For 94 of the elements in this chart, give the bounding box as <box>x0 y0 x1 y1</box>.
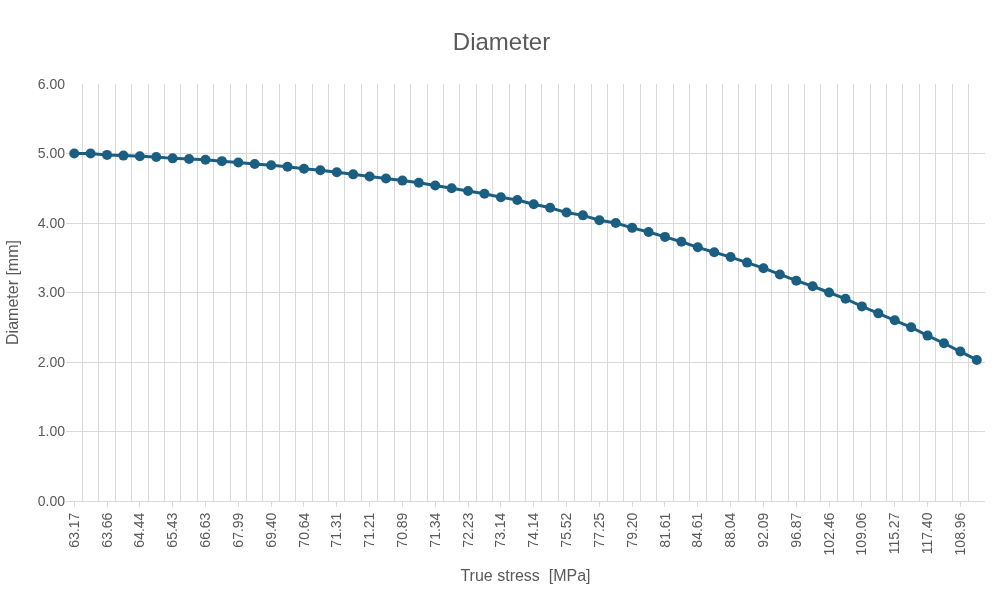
x-tick-label: 71.31 <box>328 512 345 548</box>
x-tick-label: 70.64 <box>295 512 312 548</box>
point <box>463 186 474 197</box>
x-tick-label: 92.09 <box>755 512 772 548</box>
point <box>184 154 195 165</box>
point <box>840 293 851 304</box>
point <box>577 210 588 221</box>
point <box>430 180 441 191</box>
point <box>331 167 342 178</box>
point <box>266 160 277 171</box>
x-tick-label: 96.87 <box>787 512 804 548</box>
point <box>102 149 113 160</box>
x-tick-label: 63.17 <box>65 512 82 548</box>
point <box>807 281 818 292</box>
point <box>774 269 785 280</box>
point <box>528 199 539 210</box>
point <box>397 175 408 186</box>
point <box>643 227 654 238</box>
x-tick-label: 77.25 <box>590 512 607 548</box>
y-axis-title: Diameter [mm] <box>3 240 21 345</box>
point <box>364 171 375 182</box>
x-tick-label: 64.44 <box>131 512 148 548</box>
point <box>348 169 359 180</box>
x-tick-label: 70.89 <box>393 512 410 548</box>
point <box>479 188 490 199</box>
x-tick-label: 102.46 <box>820 512 837 556</box>
point <box>381 173 392 184</box>
x-tick-label: 88.04 <box>722 512 739 548</box>
x-tick-label: 115.27 <box>886 512 903 555</box>
point <box>413 177 424 188</box>
point <box>561 207 572 218</box>
point <box>955 346 966 357</box>
point <box>610 218 621 228</box>
x-axis-title: True stress [MPa] <box>460 567 591 585</box>
x-tick-label: 66.63 <box>197 512 214 548</box>
point <box>495 192 506 203</box>
y-tick-label: 4.00 <box>37 214 66 231</box>
point <box>315 165 326 176</box>
point <box>167 153 178 164</box>
x-tick-label: 67.99 <box>229 512 246 548</box>
x-tick-label: 81.61 <box>656 512 673 548</box>
point <box>151 151 162 162</box>
x-tick-label: 84.61 <box>689 512 706 548</box>
x-tick-label: 71.21 <box>361 512 378 548</box>
point <box>791 275 802 286</box>
point <box>545 202 556 213</box>
point <box>758 263 769 274</box>
x-tick-label: 69.40 <box>262 512 279 548</box>
point <box>873 308 884 319</box>
point <box>971 354 982 365</box>
y-tick-label: 2.00 <box>37 353 66 370</box>
point <box>446 183 457 194</box>
x-tick-label: 72.23 <box>459 512 476 548</box>
point <box>676 236 687 247</box>
x-tick-label: 71.34 <box>426 512 443 548</box>
point <box>282 161 293 172</box>
y-tick-label: 0.00 <box>37 492 66 509</box>
point <box>692 242 703 253</box>
x-tick-label: 79.20 <box>623 512 640 548</box>
point <box>118 150 129 161</box>
x-tick-label: 75.52 <box>558 512 575 548</box>
point <box>824 287 835 298</box>
point <box>233 157 244 168</box>
x-tick-label: 74.14 <box>525 512 542 548</box>
point <box>627 222 638 233</box>
point <box>249 158 260 169</box>
y-tick-label: 6.00 <box>37 75 66 92</box>
point <box>938 338 949 349</box>
point <box>889 315 900 326</box>
y-tick-label: 5.00 <box>37 145 66 162</box>
y-tick-label: 3.00 <box>37 284 66 301</box>
point <box>69 148 80 159</box>
chart-title: Diameter <box>452 27 551 55</box>
y-tick-label: 1.00 <box>37 423 66 440</box>
x-tick-label: 109.06 <box>853 512 870 556</box>
point <box>200 154 211 165</box>
point <box>85 148 96 159</box>
point <box>594 215 605 226</box>
point <box>216 156 227 167</box>
x-tick-label: 63.66 <box>98 512 115 548</box>
point <box>134 151 145 162</box>
point <box>298 163 309 174</box>
point <box>922 330 933 341</box>
point <box>725 252 736 263</box>
point <box>709 247 720 258</box>
x-tick-label: 117.40 <box>919 512 936 555</box>
point <box>742 257 753 268</box>
point <box>512 195 523 206</box>
x-tick-label: 73.14 <box>492 512 509 548</box>
x-tick-label: 65.43 <box>164 512 181 548</box>
point <box>659 231 670 242</box>
point <box>856 301 867 312</box>
x-tick-label: 108.96 <box>951 512 968 556</box>
point <box>906 322 917 333</box>
